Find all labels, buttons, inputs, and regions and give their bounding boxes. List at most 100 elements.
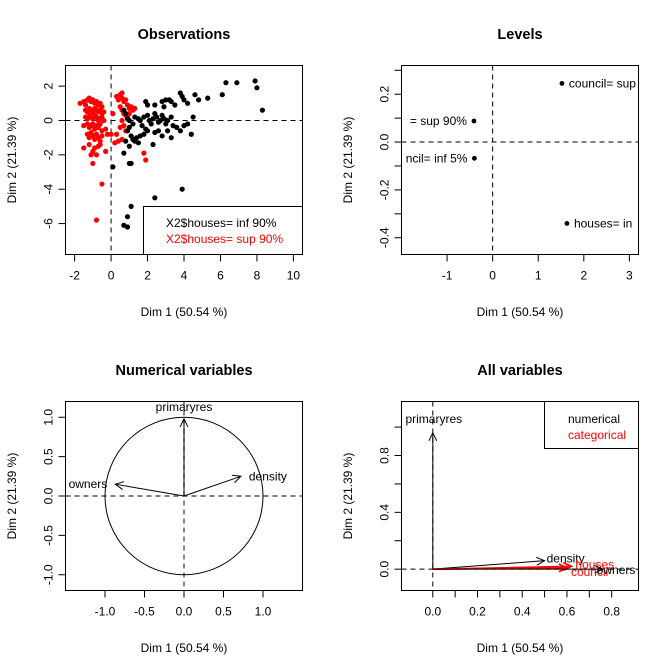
data-point [195, 97, 202, 103]
x-tick-label: 2 [580, 269, 587, 283]
arrow-label-density: density [249, 469, 287, 483]
arrowhead-owners [594, 564, 604, 574]
data-point [164, 128, 171, 134]
plot-frame [65, 401, 303, 591]
chart-title: Numerical variables [115, 363, 252, 379]
data-point [254, 85, 260, 91]
data-point [126, 111, 132, 117]
x-tick-label: -2 [69, 269, 80, 283]
panel-observations: Observations Dim 1 (50.54 %) Dim 2 (21.3… [5, 27, 303, 319]
data-point [126, 143, 132, 149]
y-tick-label: 0.8 [378, 447, 392, 464]
arrowhead-primaryres [179, 417, 189, 428]
x-tick-label: 0 [108, 269, 115, 283]
data-point [113, 131, 120, 137]
arrowhead-owners [114, 481, 125, 490]
x-tick-label: -1 [442, 269, 453, 283]
y-axis-label: Dim 2 (21.39 %) [5, 453, 19, 540]
x-tick-label: 3 [626, 269, 633, 283]
data-point [144, 112, 151, 118]
data-point [179, 186, 185, 192]
y-tick-label: 0 [42, 117, 56, 124]
data-point [117, 124, 123, 130]
data-point [108, 131, 114, 137]
x-tick-label: 0.6 [559, 605, 576, 619]
arrowhead-density [536, 556, 546, 566]
data-point [123, 111, 129, 117]
data-point [190, 114, 196, 120]
data-point [141, 150, 147, 156]
correlation-circle [104, 416, 264, 576]
data-point [185, 100, 191, 106]
data-point [144, 102, 151, 108]
arrow-density [183, 475, 242, 497]
data-point [124, 214, 131, 220]
y-tick-label: 0.4 [378, 504, 392, 521]
y-tick-label: -6 [42, 218, 56, 229]
data-point [101, 109, 107, 115]
plot-frame [65, 65, 303, 255]
data-point [124, 224, 131, 230]
x-tick-label: 0.5 [215, 605, 232, 619]
arrow-owners [115, 483, 185, 497]
x-axis-label: Dim 1 (50.54 %) [141, 305, 228, 319]
panel-numerical-variables: Numerical variables Dim 1 (50.54 %) Dim … [5, 363, 303, 655]
data-point [99, 181, 105, 187]
data-point [155, 128, 162, 134]
data-point [152, 102, 158, 108]
legend-entry: X2$houses= sup 90% [166, 232, 283, 246]
arrowhead-density [231, 474, 242, 484]
y-tick-label: -0.5 [42, 525, 56, 546]
x-tick-label: 0.0 [176, 605, 193, 619]
data-point [126, 124, 132, 130]
arrow-label-council: council [571, 565, 608, 579]
data-point [219, 92, 225, 98]
x-ticks: 0.0 0.2 0.4 0.6 0.8 [424, 590, 620, 619]
level-point [471, 118, 477, 124]
y-axis-label: Dim 2 (21.39 %) [341, 453, 355, 540]
chart-title: Levels [497, 27, 542, 43]
arrow-label-primaryres: primaryres [405, 412, 462, 426]
x-tick-label: -0.5 [134, 605, 155, 619]
y-ticks: 1.0 0.5 0.0 -0.5 -1.0 [42, 409, 66, 585]
x-tick-label: 10 [287, 269, 301, 283]
x-axis-label: Dim 1 (50.54 %) [141, 641, 228, 655]
data-point [112, 140, 118, 146]
x-tick-label: 0.4 [514, 605, 531, 619]
arrowhead-council [558, 563, 569, 573]
data-point [185, 121, 191, 127]
data-point [141, 131, 147, 137]
data-point [172, 102, 178, 108]
legend-entry: X2$houses= inf 90% [166, 216, 277, 230]
data-point [139, 123, 145, 129]
x-tick-label: 0.2 [469, 605, 486, 619]
legend-box [544, 401, 639, 449]
arrow-label-primaryres: primaryres [156, 400, 213, 414]
y-tick-label: -2 [42, 149, 56, 160]
point-label: council= sup [569, 76, 636, 90]
arrowhead-primaryres [428, 431, 438, 442]
point-label: houses= in [574, 216, 632, 230]
data-point [143, 157, 149, 163]
legend: numerical categorical [544, 401, 639, 449]
plot-marks: council= sup = sup 90% ncil= inf 5% houses=… [401, 65, 639, 255]
x-axis-label: Dim 1 (50.54 %) [477, 641, 564, 655]
plot-frame [401, 401, 639, 591]
x-tick-label: 0.8 [603, 605, 620, 619]
data-point [150, 141, 156, 148]
plot-marks: primaryres density owners [65, 400, 303, 591]
data-point [88, 152, 94, 158]
panel-all-variables: All variables Dim 1 (50.54 %) Dim 2 (21.… [341, 363, 639, 655]
y-ticks: 2 0 -2 -4 -6 [42, 82, 66, 229]
data-point [132, 105, 138, 112]
arrow-density [432, 560, 545, 570]
data-point [168, 114, 174, 120]
point-label: ncil= inf 5% [406, 151, 468, 165]
data-point [128, 160, 134, 167]
y-tick-label: 2 [42, 82, 56, 89]
chart-title: All variables [477, 363, 562, 379]
data-point [252, 78, 258, 84]
data-point [174, 124, 180, 130]
